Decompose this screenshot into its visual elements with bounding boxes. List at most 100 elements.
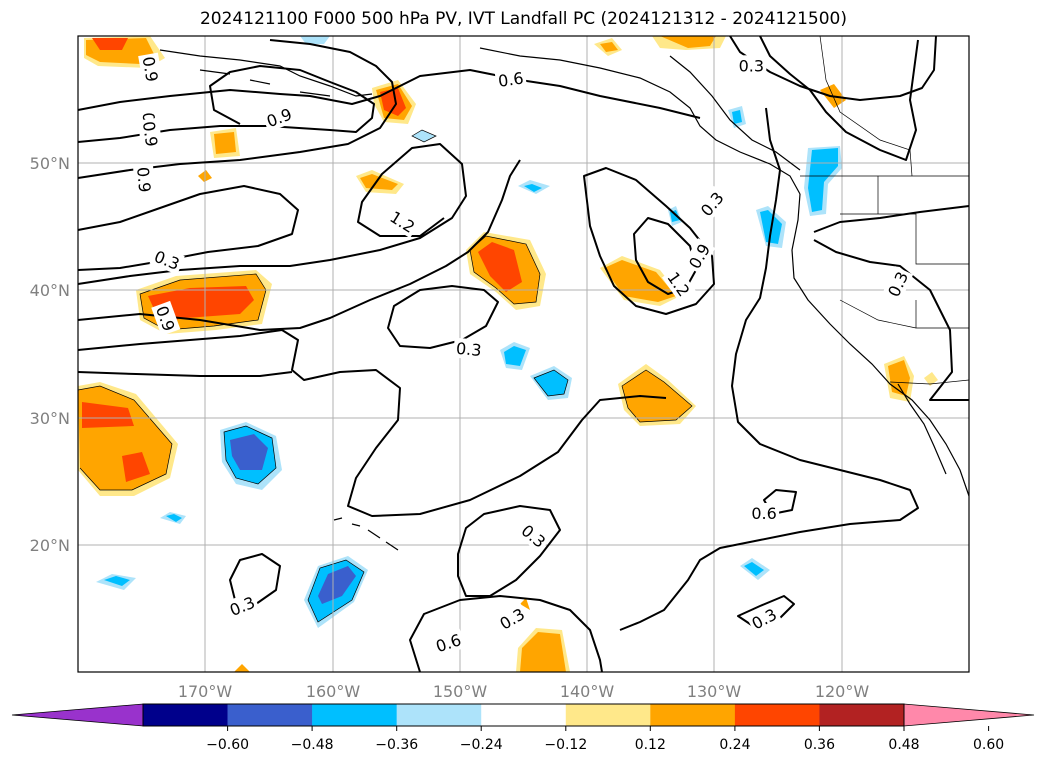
coastlines: [159, 47, 970, 551]
pc-positive-area: [360, 174, 398, 190]
pv-contour: [813, 239, 969, 401]
pc-outline: [621, 369, 693, 423]
pc-negative-area: [230, 434, 268, 470]
y-tick-label: 30°N: [30, 409, 70, 428]
pc-positive-area: [234, 664, 250, 672]
contour-label-text: 0.9: [133, 166, 154, 193]
contour-label-gap: [138, 52, 164, 86]
pc-negative-area: [732, 110, 742, 124]
pv-contour: [387, 285, 499, 349]
colorbar-segment: [396, 704, 482, 726]
pv-contour: [619, 107, 919, 631]
pc-positive-area: [92, 38, 128, 50]
pc-outline: [223, 425, 277, 485]
contour-label-text: 0.6: [751, 504, 776, 523]
contour-label-gap: [515, 518, 552, 554]
contour-label-gap: [662, 265, 696, 303]
colorbar-segment: [734, 704, 820, 726]
pc-positive-area: [82, 402, 134, 428]
colorbar-tick-label: −0.36: [375, 737, 418, 753]
pc-positive-area: [622, 370, 692, 422]
contour-label: 0.3: [694, 185, 730, 222]
contour-label: 0.9: [132, 163, 156, 196]
pc-positive-area: [148, 286, 254, 322]
contour-label-gap: [749, 503, 780, 523]
coastline-canada: [669, 55, 801, 171]
contour-label-text: 0.3: [455, 339, 482, 360]
pv-contour: [759, 35, 919, 161]
contour-label: 0.9: [138, 117, 163, 151]
contour-label: 0.6: [749, 503, 780, 523]
x-tick-label: 120°W: [815, 682, 870, 701]
pc-positive-area: [520, 598, 530, 610]
contour-label: 0.3: [452, 337, 485, 361]
x-tick-label: 130°W: [687, 682, 742, 701]
political-borders: [800, 35, 970, 385]
contour-label-text: 0.3: [739, 56, 764, 75]
x-tick-label: 140°W: [560, 682, 615, 701]
contour-label-gap: [151, 300, 181, 336]
colorbar-tick-label: −0.24: [460, 737, 503, 753]
pc-positive-area: [122, 452, 150, 482]
contour-label-gap: [494, 602, 530, 635]
pv-contour: [77, 329, 667, 517]
pc-positive-area: [924, 372, 938, 386]
colorbar-extend-min: [11, 703, 144, 727]
contour-label-gap: [431, 628, 466, 657]
contour-label: 0.3: [736, 55, 767, 76]
colorbar-segment: [481, 704, 567, 726]
colorbar-extend-max: [903, 703, 1035, 727]
x-tick-label: 160°W: [306, 682, 361, 701]
contour-label: 0.9: [138, 52, 164, 86]
colorbar-tick-labels: −0.60 −0.48 −0.36 −0.24 −0.12 0.12 0.24 0.36 0.4…: [206, 726, 1004, 753]
colorbar-segment: [650, 704, 736, 726]
contour-label-gap: [694, 185, 730, 222]
pc-positive-area: [520, 632, 566, 672]
pv-contour: [77, 143, 467, 285]
pc-positive-area: [478, 242, 522, 292]
contour-label-gap: [882, 266, 914, 302]
colorbar-tick-label: −0.48: [291, 737, 334, 753]
pc-negative-area: [808, 148, 838, 212]
colorbar-segment: [143, 704, 228, 726]
border-us-mexico: [889, 379, 970, 385]
pv-contour: [409, 595, 603, 673]
contour-label-text: 0.9: [139, 55, 162, 83]
pc-positive-area: [380, 88, 406, 116]
y-tick-label: 20°N: [30, 536, 70, 555]
pc-positive-area: [600, 42, 618, 52]
pc-negative-area: [166, 514, 182, 522]
contour-label-gap: [384, 205, 421, 239]
contour-label-text: 0.9: [139, 120, 161, 148]
chart-title: 2024121100 F000 500 hPa PV, IVT Landfall…: [199, 9, 847, 29]
contour-label-text: 0.6: [497, 69, 525, 91]
pv-contour: [77, 69, 701, 119]
border-alaska-canada: [819, 35, 913, 177]
coastline-baja: [897, 383, 947, 475]
pc-positive-area: [214, 132, 236, 154]
pc-positive-area: [660, 36, 716, 48]
x-tick-label: 150°W: [433, 682, 488, 701]
contour-label: 0.6: [494, 67, 528, 92]
pc-positive-area: [604, 260, 676, 302]
pc-negative-area: [318, 566, 356, 604]
pc-outline: [411, 129, 437, 143]
colorbar-tick-label: 0.12: [635, 737, 666, 753]
colorbar-segment: [227, 704, 313, 726]
pc-negative-area: [104, 576, 130, 586]
contour-label-gap: [736, 55, 767, 76]
colorbar-tick-label: 0.36: [804, 737, 835, 753]
colorbar-segment: [819, 704, 905, 726]
contour-label-gap: [224, 591, 260, 621]
colorbar: [11, 703, 1035, 727]
y-axis-labels: 50°N 40°N 30°N 20°N: [30, 154, 70, 555]
colorbar-segment: [312, 704, 397, 726]
colorbar-tick-label: 0.24: [719, 737, 750, 753]
pc-outline: [307, 559, 365, 623]
colorbar-frame: [142, 703, 905, 727]
contour-label-gap: [261, 102, 297, 132]
map-frame: [77, 35, 970, 673]
pv-contour: [77, 371, 293, 377]
x-axis-labels: 170°W 160°W 150°W 140°W 130°W 120°W: [178, 682, 870, 701]
